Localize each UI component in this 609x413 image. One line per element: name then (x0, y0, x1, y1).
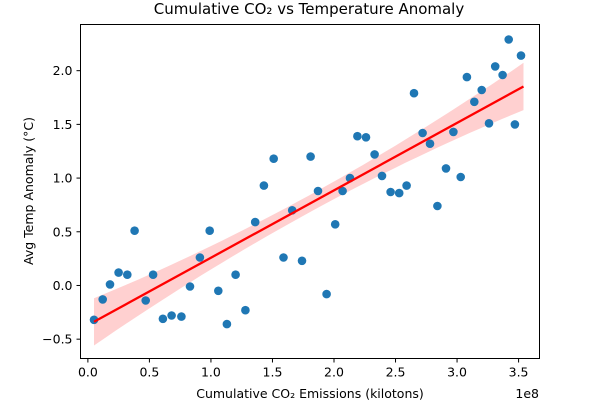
data-point (148, 270, 158, 280)
data-point (353, 131, 362, 141)
data-point (504, 35, 513, 44)
data-point (441, 164, 451, 173)
data-point (297, 256, 307, 266)
data-point (402, 181, 411, 190)
data-point (167, 311, 176, 320)
data-point (306, 152, 315, 161)
y-axis: −0.5 0.0 0.5 1.0 1.5 2.0 (42, 63, 81, 347)
y-tick-label: 1.5 (53, 117, 73, 132)
regression-line (93, 85, 525, 323)
x-tick-label: 0.0 (78, 365, 98, 380)
y-tick-label: 1.0 (53, 171, 73, 186)
data-point (185, 282, 195, 291)
plot-area (89, 35, 526, 346)
data-point (279, 253, 288, 262)
x-tick-label: 2.0 (324, 365, 344, 380)
y-tick-label: 2.0 (53, 63, 73, 78)
x-tick-label: 1.5 (263, 365, 283, 380)
data-point (250, 217, 260, 227)
data-point (98, 295, 107, 304)
data-point (269, 154, 279, 163)
data-point (449, 127, 458, 137)
chart-title: Cumulative CO₂ vs Temperature Anomaly (154, 0, 465, 18)
y-axis-label: Avg Temp Anomaly (°C) (21, 117, 36, 265)
data-point (386, 187, 395, 197)
data-point (195, 253, 205, 262)
data-point (123, 270, 132, 280)
data-point (105, 280, 115, 289)
data-point (477, 85, 487, 95)
data-point (377, 171, 387, 181)
data-point (259, 181, 269, 190)
data-point (516, 51, 526, 60)
x-axis-offset-label: 1e8 (515, 386, 539, 401)
data-point (241, 305, 250, 315)
data-point (418, 128, 427, 138)
data-point (89, 315, 99, 325)
data-point (177, 312, 186, 321)
data-point (498, 70, 507, 80)
data-point (462, 72, 472, 82)
x-tick-label: 0.5 (139, 365, 159, 380)
data-point (394, 188, 404, 198)
data-point (484, 119, 494, 128)
data-point (330, 220, 340, 229)
data-point (425, 139, 435, 148)
data-point (370, 150, 379, 159)
data-point (158, 314, 168, 324)
data-point (322, 289, 331, 299)
data-point (338, 186, 347, 196)
data-point (456, 172, 466, 182)
data-point (130, 226, 139, 235)
x-axis-label: Cumulative CO₂ Emissions (kilotons) (196, 386, 424, 401)
data-point (313, 186, 323, 196)
x-tick-label: 3.0 (447, 365, 467, 380)
y-tick-label: −0.5 (42, 332, 72, 347)
data-point (361, 133, 371, 142)
data-point (433, 201, 442, 211)
data-point (231, 270, 240, 280)
data-point (214, 286, 223, 296)
data-point (510, 120, 520, 129)
data-point (409, 88, 419, 98)
data-point (205, 226, 214, 235)
data-point (141, 296, 150, 305)
data-point (470, 97, 479, 107)
x-tick-label: 2.5 (386, 365, 406, 380)
x-tick-label: 3.5 (509, 365, 529, 380)
y-tick-label: 0.0 (53, 278, 73, 293)
x-tick-label: 1.0 (201, 365, 221, 380)
x-axis: 0.0 0.5 1.0 1.5 2.0 2.5 3.0 3.5 (78, 358, 529, 380)
plot-frame (80, 24, 540, 359)
data-point (490, 62, 500, 71)
y-tick-label: 0.5 (53, 224, 73, 239)
data-point (114, 268, 123, 277)
data-point (222, 319, 232, 329)
